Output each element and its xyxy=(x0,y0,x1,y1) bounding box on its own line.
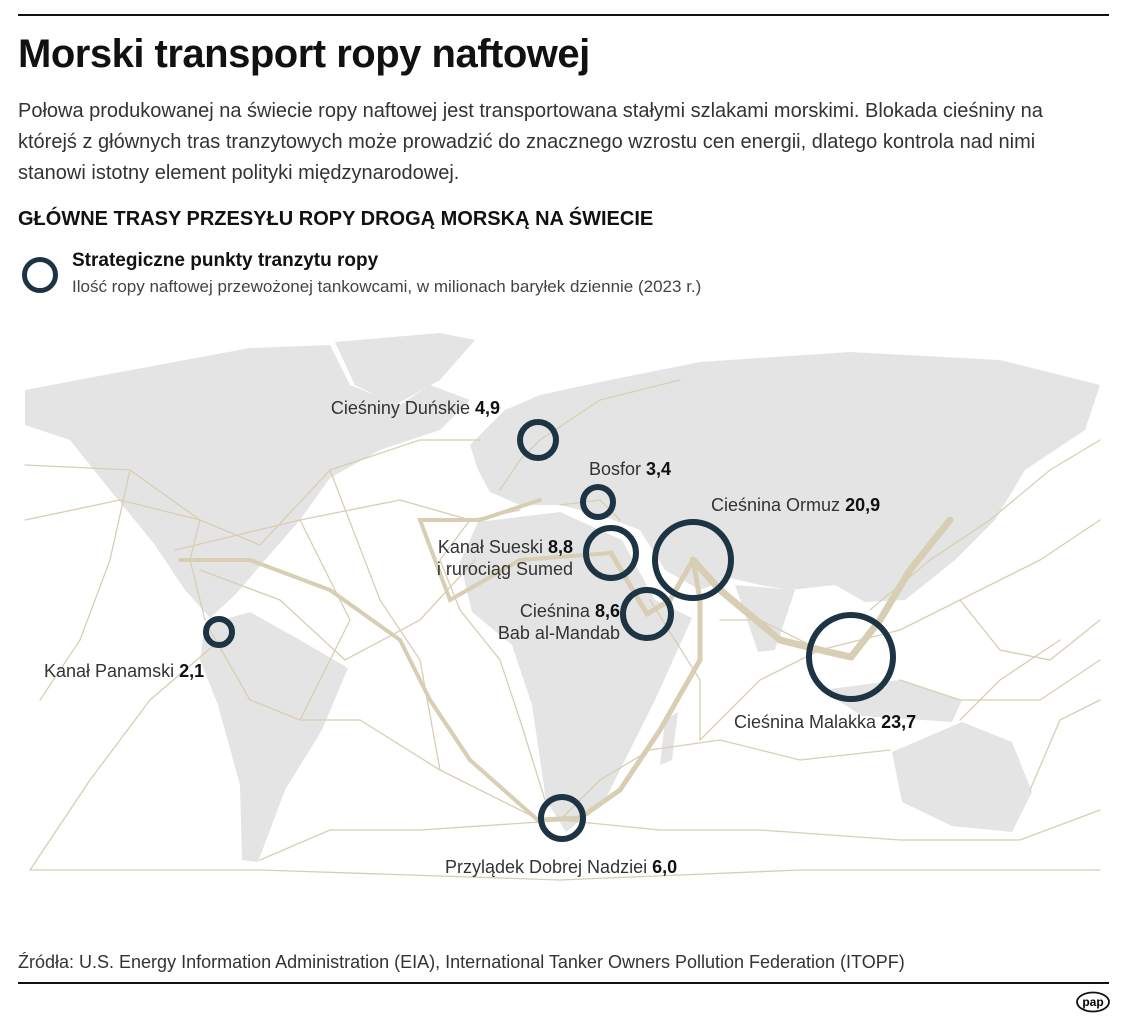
ring-bab-al-mandab xyxy=(620,587,674,641)
legend-description: Ilość ropy naftowej przewożonej tankowca… xyxy=(72,277,702,296)
bottom-rule xyxy=(18,982,1109,984)
main-route-hormuz-malacca-east-asia xyxy=(689,516,954,661)
route-line xyxy=(439,519,546,801)
greenland xyxy=(335,333,475,405)
route-line xyxy=(559,499,621,521)
route-line xyxy=(899,659,1101,701)
route-line xyxy=(259,821,541,861)
route-line xyxy=(29,639,221,871)
pap-logo: pap xyxy=(1076,991,1110,1013)
route-line xyxy=(959,599,1101,661)
ring-cape-good-hope xyxy=(538,794,586,842)
japan xyxy=(990,462,1012,512)
ring-suez xyxy=(583,525,639,581)
main-route-red-sea xyxy=(608,550,650,617)
world-map xyxy=(24,333,1101,881)
label-bosphorus: Bosfor 3,4 xyxy=(589,459,672,479)
ring-panama xyxy=(203,616,235,648)
indonesia xyxy=(822,680,962,722)
svg-text:pap: pap xyxy=(1082,995,1103,1009)
ring-bosphorus xyxy=(580,484,616,520)
route-line xyxy=(499,439,541,491)
route-line xyxy=(39,469,131,701)
route-line xyxy=(299,519,351,721)
route-line xyxy=(559,809,1101,841)
chokepoint-rings xyxy=(203,419,896,842)
label-danish-straits: Cieśniny Duńskie 4,9 xyxy=(330,398,500,418)
main-route-cape-americas xyxy=(178,558,542,824)
ring-malacca xyxy=(806,612,896,702)
label-cape-good-hope: Przylądek Dobrej Nadziei 6,0 xyxy=(445,857,678,877)
continents xyxy=(25,333,1100,862)
route-line xyxy=(539,379,681,441)
route-line xyxy=(699,649,821,741)
route-line xyxy=(29,869,1101,881)
legend-ring-icon xyxy=(22,257,58,293)
eurasia xyxy=(470,352,1100,602)
main-route-suez-europe xyxy=(417,498,613,603)
ring-danish-straits xyxy=(517,419,559,461)
north-america xyxy=(25,345,470,618)
label-panama: Kanał Panamski 2,1 xyxy=(44,661,205,681)
route-line xyxy=(1029,699,1101,791)
source-note: Źródła: U.S. Energy Information Administ… xyxy=(18,952,905,972)
page-title: Morski transport ropy naftowej xyxy=(18,32,590,76)
top-rule xyxy=(18,14,1109,16)
label-malacca: Cieśnina Malakka 23,7 xyxy=(734,712,917,732)
australia xyxy=(892,722,1032,832)
uk xyxy=(490,430,508,468)
legend-title: Strategiczne punkty tranzytu ropy xyxy=(72,250,379,271)
route-line xyxy=(209,629,541,821)
route-line xyxy=(559,739,891,821)
map-subtitle: GŁÓWNE TRASY PRZESYŁU ROPY DROGĄ MORSKĄ … xyxy=(18,208,654,230)
lead-text: Połowa produkowanej na świecie ropy naft… xyxy=(18,100,1043,184)
madagascar xyxy=(660,712,678,765)
label-suez: Kanał Sueski 8,8 i rurociąg Sumed xyxy=(436,537,573,579)
ring-hormuz xyxy=(652,519,734,601)
label-hormuz: Cieśnina Ormuz 20,9 xyxy=(711,495,881,515)
south-america xyxy=(200,612,348,862)
route-line xyxy=(959,639,1061,721)
route-line xyxy=(329,469,441,771)
route-line xyxy=(199,559,476,661)
route-line xyxy=(24,499,206,621)
label-bab-al-mandab: Cieśnina 8,6 Bab al-Mandab xyxy=(497,601,620,643)
india xyxy=(735,585,795,652)
